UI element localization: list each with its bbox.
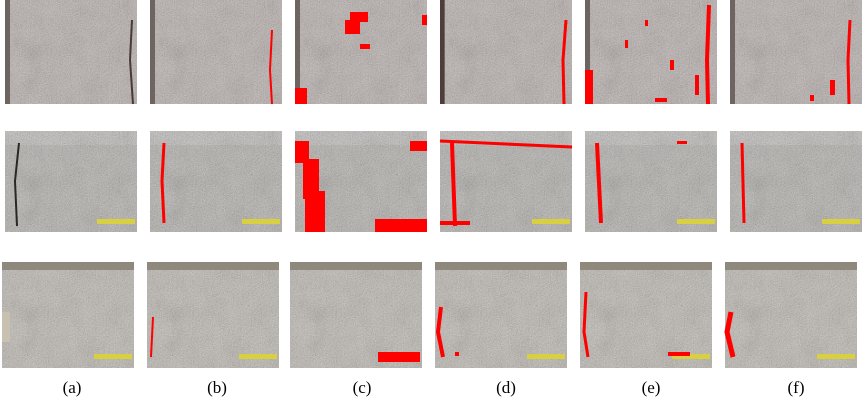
image-panel xyxy=(730,0,862,104)
image-panel xyxy=(5,131,137,232)
image-panel xyxy=(580,262,712,368)
image-panel xyxy=(147,262,279,368)
image-panel xyxy=(440,131,572,232)
caption: (e) xyxy=(642,378,661,397)
image-panel xyxy=(150,0,282,104)
image-panel xyxy=(150,131,282,232)
image-panel xyxy=(440,0,572,104)
caption: (a) xyxy=(63,378,82,397)
figure: (a) (b) (c) (d) (e) (f) xyxy=(0,0,865,401)
caption: (b) xyxy=(207,378,227,397)
image-panel xyxy=(725,262,857,368)
image-panel xyxy=(585,131,717,232)
caption: (f) xyxy=(788,378,805,397)
image-panel xyxy=(585,0,717,104)
image-panel xyxy=(295,131,427,232)
caption: (d) xyxy=(496,378,516,397)
image-panel xyxy=(290,262,422,368)
image-panel xyxy=(5,0,137,104)
image-panel xyxy=(435,262,567,368)
image-panel xyxy=(2,262,134,368)
caption: (c) xyxy=(353,378,372,397)
page: {"captions": ["(a)", "(b)", "(c)", "(d)"… xyxy=(0,0,865,401)
image-panel xyxy=(295,0,427,104)
image-panel xyxy=(730,131,862,232)
